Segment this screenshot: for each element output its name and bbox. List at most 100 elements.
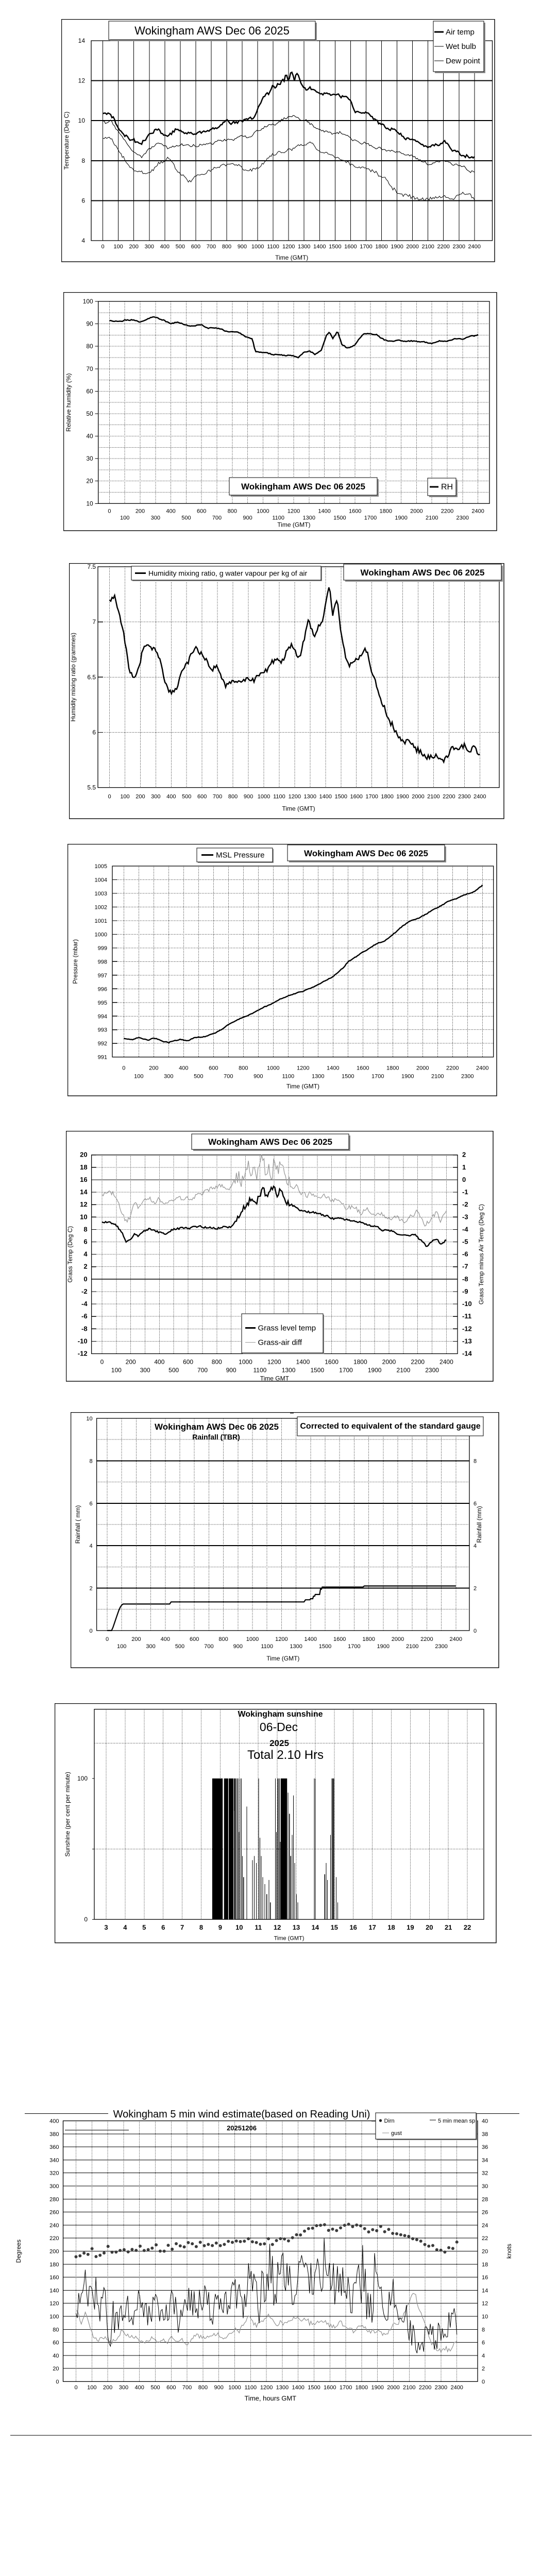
svg-text:2000: 2000 xyxy=(406,244,418,250)
svg-text:-13: -13 xyxy=(462,1337,472,1345)
svg-text:17: 17 xyxy=(368,1924,376,1931)
svg-text:700: 700 xyxy=(224,1074,233,1080)
svg-text:50: 50 xyxy=(86,410,93,417)
svg-text:1700: 1700 xyxy=(339,1367,353,1374)
svg-text:-2: -2 xyxy=(81,1287,88,1295)
svg-text:1800: 1800 xyxy=(356,2385,368,2391)
svg-text:2200: 2200 xyxy=(411,1359,425,1366)
svg-text:Humidity mixing ratio, g water: Humidity mixing ratio, g water vapour pe… xyxy=(148,569,307,578)
svg-text:100: 100 xyxy=(87,2385,96,2391)
svg-text:Time (GMT): Time (GMT) xyxy=(277,521,310,528)
svg-text:1500: 1500 xyxy=(310,1367,324,1374)
svg-text:2000: 2000 xyxy=(382,1359,396,1366)
svg-text:1900: 1900 xyxy=(371,2385,383,2391)
svg-text:900: 900 xyxy=(214,2385,224,2391)
svg-text:200: 200 xyxy=(131,1636,141,1642)
svg-text:2200: 2200 xyxy=(446,1065,459,1072)
svg-text:1000: 1000 xyxy=(257,508,269,514)
svg-text:2000: 2000 xyxy=(387,2385,399,2391)
svg-text:22: 22 xyxy=(482,2235,488,2242)
svg-text:10: 10 xyxy=(235,1924,243,1931)
svg-text:-12: -12 xyxy=(462,1325,472,1332)
svg-text:700: 700 xyxy=(213,794,222,800)
svg-text:1900: 1900 xyxy=(391,244,403,250)
svg-text:2: 2 xyxy=(482,2366,485,2372)
svg-text:600: 600 xyxy=(209,1065,218,1072)
svg-text:4: 4 xyxy=(89,1543,92,1549)
svg-text:200: 200 xyxy=(49,2249,59,2255)
svg-text:6: 6 xyxy=(161,1924,165,1931)
svg-text:900: 900 xyxy=(226,1367,236,1374)
svg-text:Total 2.10 Hrs: Total 2.10 Hrs xyxy=(247,1748,324,1762)
svg-text:700: 700 xyxy=(197,1367,208,1374)
svg-text:1900: 1900 xyxy=(377,1643,390,1650)
svg-text:Time GMT: Time GMT xyxy=(260,1375,290,1382)
svg-text:12: 12 xyxy=(80,1200,87,1208)
svg-text:0: 0 xyxy=(102,244,105,250)
svg-text:800: 800 xyxy=(218,1636,228,1642)
svg-text:1300: 1300 xyxy=(298,244,310,250)
svg-text:2300: 2300 xyxy=(458,794,470,800)
svg-text:60: 60 xyxy=(53,2340,59,2346)
svg-text:1800: 1800 xyxy=(362,1636,375,1642)
svg-text:2200: 2200 xyxy=(420,1636,433,1642)
svg-text:1700: 1700 xyxy=(371,1074,384,1080)
svg-text:-4: -4 xyxy=(462,1225,468,1233)
svg-text:40: 40 xyxy=(53,2353,59,2359)
svg-text:300: 300 xyxy=(146,1643,155,1650)
svg-text:100: 100 xyxy=(113,244,123,250)
svg-text:900: 900 xyxy=(253,1074,263,1080)
svg-text:1400: 1400 xyxy=(292,2385,304,2391)
svg-text:7: 7 xyxy=(92,618,96,625)
svg-text:1200: 1200 xyxy=(297,1065,309,1072)
svg-text:0: 0 xyxy=(74,2385,77,2391)
svg-text:0: 0 xyxy=(89,1628,92,1634)
svg-text:-8: -8 xyxy=(462,1275,468,1283)
svg-text:1700: 1700 xyxy=(364,515,377,521)
svg-text:Rainfall ( mm): Rainfall ( mm) xyxy=(74,1505,81,1544)
svg-text:-10: -10 xyxy=(462,1300,472,1308)
svg-text:20251206: 20251206 xyxy=(227,2124,257,2132)
svg-text:8: 8 xyxy=(81,157,85,164)
svg-text:1002: 1002 xyxy=(95,904,107,910)
svg-text:2000: 2000 xyxy=(392,1636,404,1642)
svg-text:24: 24 xyxy=(482,2223,488,2229)
svg-text:1200: 1200 xyxy=(275,1636,288,1642)
svg-text:Corrected to equivalent of the: Corrected to equivalent of the standard … xyxy=(300,1422,480,1431)
svg-text:20: 20 xyxy=(86,478,93,485)
svg-text:20: 20 xyxy=(426,1924,433,1931)
svg-text:Time (GMT): Time (GMT) xyxy=(266,1655,299,1662)
svg-text:14: 14 xyxy=(482,2287,488,2294)
svg-text:-4: -4 xyxy=(81,1300,88,1308)
svg-text:4: 4 xyxy=(482,2353,485,2359)
svg-text:34: 34 xyxy=(482,2157,488,2163)
svg-text:2100: 2100 xyxy=(431,1074,444,1080)
svg-text:Rainfall (mm): Rainfall (mm) xyxy=(476,1506,483,1543)
svg-text:900: 900 xyxy=(238,244,247,250)
svg-text:2: 2 xyxy=(83,1263,87,1270)
svg-text:2100: 2100 xyxy=(403,2385,415,2391)
svg-text:Time (GMT): Time (GMT) xyxy=(275,254,308,261)
svg-text:0: 0 xyxy=(83,1275,87,1283)
svg-text:1400: 1400 xyxy=(296,1359,310,1366)
svg-text:200: 200 xyxy=(103,2385,112,2391)
svg-text:-7: -7 xyxy=(462,1263,468,1270)
svg-text:11: 11 xyxy=(255,1924,262,1931)
svg-text:700: 700 xyxy=(204,1643,213,1650)
svg-text:300: 300 xyxy=(151,794,160,800)
svg-text:400: 400 xyxy=(49,2119,59,2125)
svg-text:40: 40 xyxy=(482,2119,488,2125)
svg-text:14: 14 xyxy=(78,37,86,44)
svg-text:100: 100 xyxy=(134,1074,143,1080)
svg-text:MSL Pressure: MSL Pressure xyxy=(216,851,264,860)
svg-text:2: 2 xyxy=(89,1586,92,1592)
svg-text:500: 500 xyxy=(181,515,191,521)
svg-text:220: 220 xyxy=(49,2235,59,2242)
svg-text:2200: 2200 xyxy=(419,2385,431,2391)
svg-text:1900: 1900 xyxy=(401,1074,414,1080)
svg-text:36: 36 xyxy=(482,2144,488,2150)
svg-text:1300: 1300 xyxy=(282,1367,296,1374)
svg-text:400: 400 xyxy=(166,794,176,800)
svg-text:Dirn: Dirn xyxy=(384,2118,395,2124)
svg-text:1500: 1500 xyxy=(335,794,347,800)
